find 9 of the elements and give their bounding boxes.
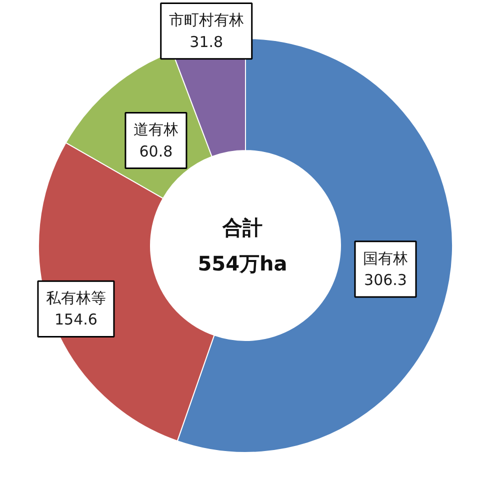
slice-label: 国有林 [363,249,408,268]
data-label: 31.8 [190,32,224,51]
data-label: 154.6 [54,310,98,329]
data-label: 60.8 [139,142,173,160]
slice-label: 道有林 [133,120,178,139]
text: 合計 554万ha [198,216,288,276]
data-label: 306.3 [364,271,407,290]
slice-label: 市町村有林 [168,11,244,30]
slice-label: 私有林等 [46,289,106,308]
